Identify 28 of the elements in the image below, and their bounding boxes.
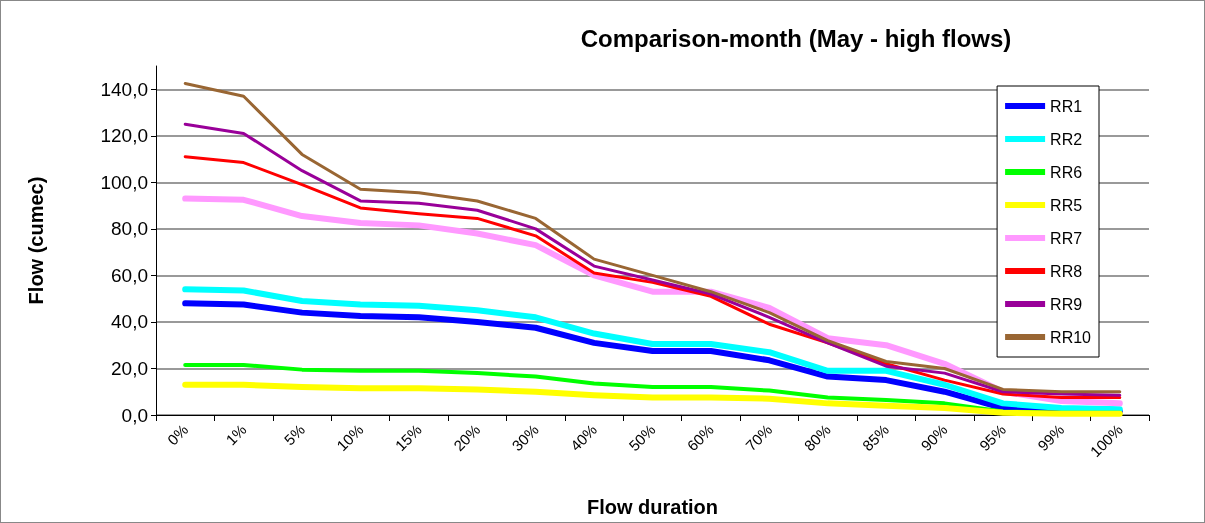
y-tick-label: 120,0 bbox=[100, 125, 148, 147]
y-tick-label: 60,0 bbox=[111, 264, 148, 286]
x-tick-label: 70% bbox=[742, 420, 776, 455]
y-tick-label: 100,0 bbox=[100, 171, 148, 193]
legend-label: RR10 bbox=[1050, 328, 1092, 346]
y-tick-label: 140,0 bbox=[100, 78, 148, 100]
y-tick-label: 20,0 bbox=[111, 357, 148, 379]
legend-label: RR6 bbox=[1050, 163, 1083, 181]
x-tick-label: 0% bbox=[163, 420, 192, 449]
y-axis-title: Flow (cumec) bbox=[25, 176, 47, 305]
legend-label: RR9 bbox=[1050, 295, 1083, 313]
x-tick-label: 90% bbox=[917, 420, 951, 455]
legend-label: RR8 bbox=[1050, 262, 1083, 280]
y-tick-label: 80,0 bbox=[111, 218, 148, 240]
x-tick-label: 60% bbox=[683, 420, 717, 455]
x-tick-label: 5% bbox=[280, 420, 309, 449]
legend-label: RR5 bbox=[1050, 196, 1083, 214]
y-tick-label: 40,0 bbox=[111, 311, 148, 333]
x-tick-label: 50% bbox=[625, 420, 659, 455]
y-tick-label: 0,0 bbox=[121, 404, 148, 426]
x-tick-label: 10% bbox=[333, 420, 367, 455]
chart-title: Comparison-month (May - high flows) bbox=[580, 24, 1012, 52]
x-tick-label: 40% bbox=[566, 420, 601, 455]
x-tick-label: 1% bbox=[222, 420, 250, 449]
legend-label: RR1 bbox=[1050, 97, 1083, 115]
legend-label: RR7 bbox=[1050, 229, 1083, 247]
legend-label: RR2 bbox=[1050, 130, 1083, 148]
x-axis-title: Flow duration bbox=[586, 496, 719, 518]
